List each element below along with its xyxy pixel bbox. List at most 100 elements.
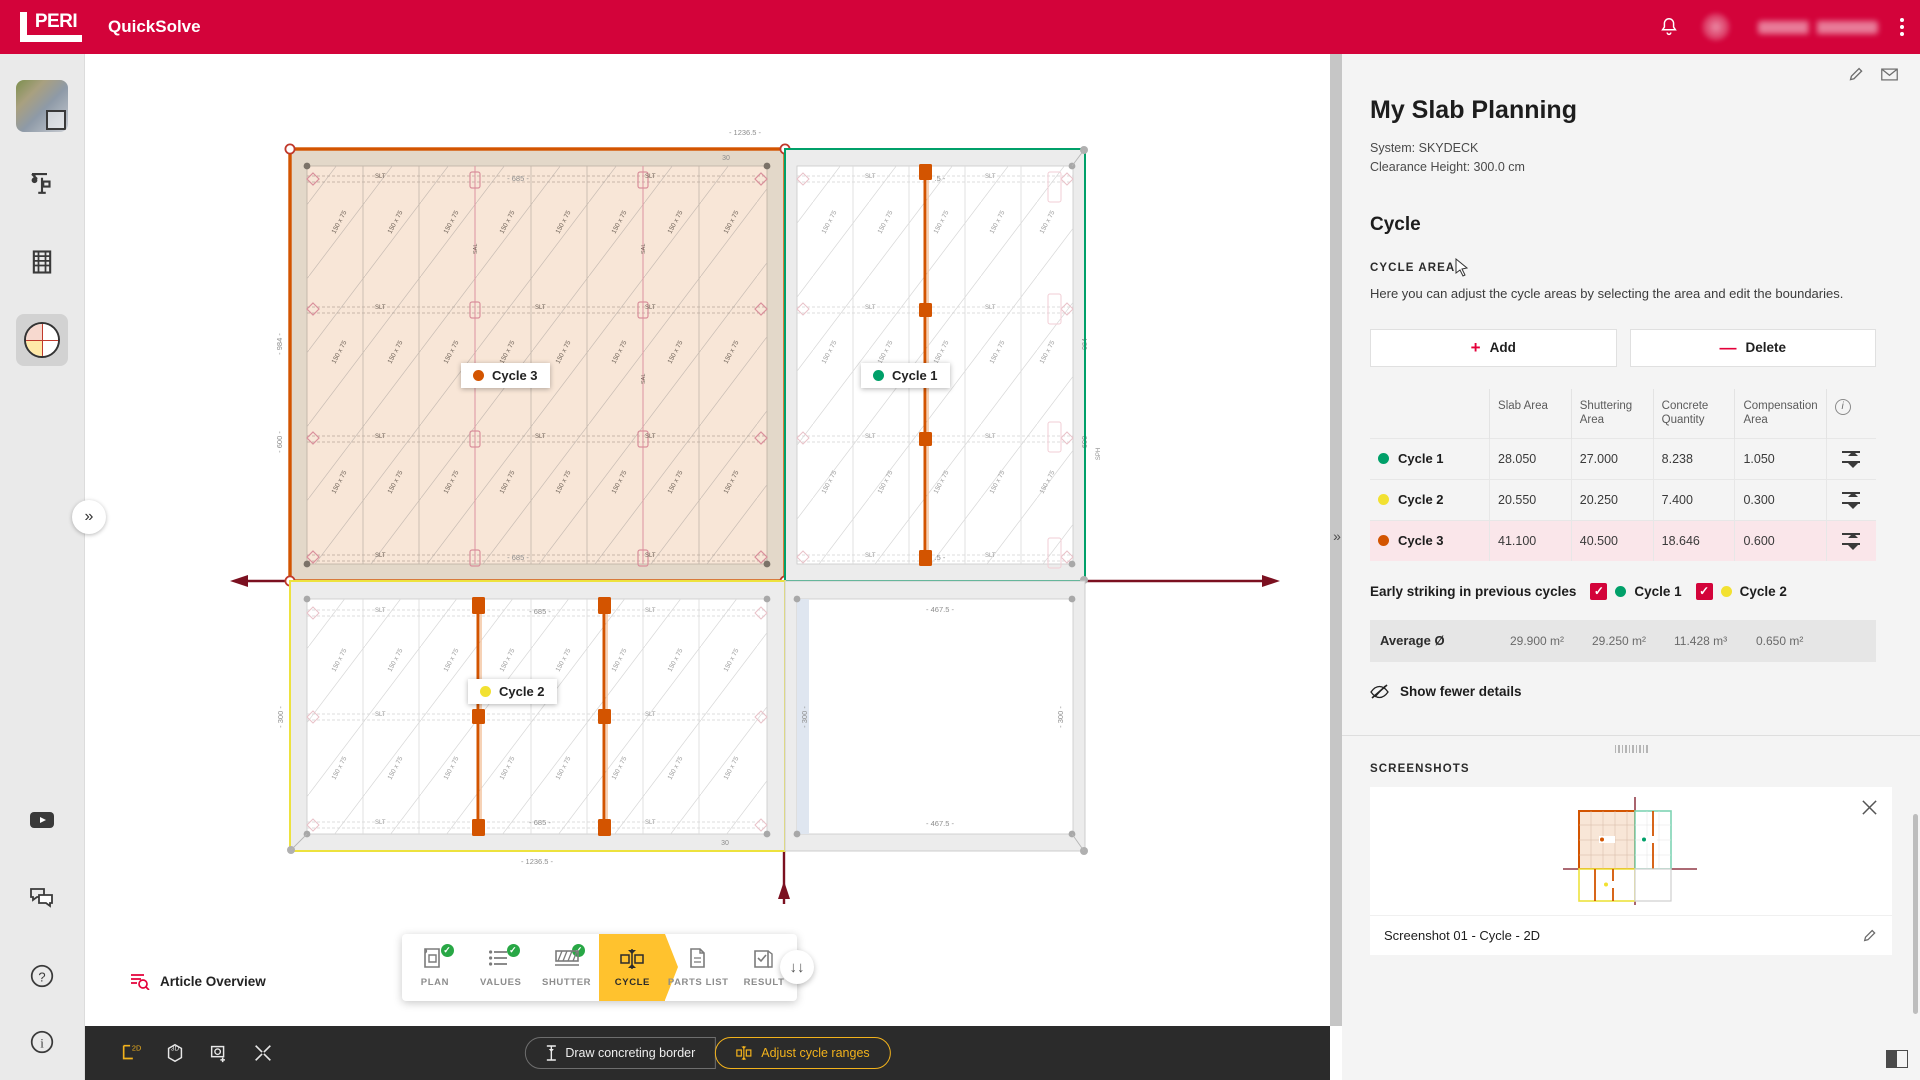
- svg-text:SLT: SLT: [375, 820, 386, 826]
- svg-text:- 300 -: - 300 -: [276, 706, 285, 728]
- cell-reorder[interactable]: [1825, 519, 1876, 561]
- info-icon[interactable]: i: [1834, 398, 1851, 415]
- col-shuttering-area: Shuttering Area: [1570, 388, 1654, 438]
- 2d-view-icon[interactable]: 2D: [120, 1042, 142, 1064]
- pencil-icon[interactable]: [1863, 928, 1878, 943]
- article-overview-button[interactable]: Article Overview: [130, 972, 266, 990]
- minus-icon: —: [1719, 338, 1737, 358]
- panel-collapse-button[interactable]: »: [1325, 524, 1349, 548]
- split-view-icon[interactable]: [1886, 1050, 1908, 1068]
- tab-cycle[interactable]: CYCLE: [599, 934, 679, 1001]
- tab-shutter[interactable]: ✓ SHUTTER: [534, 934, 600, 1001]
- table-row[interactable]: Cycle 3 41.100 40.500 18.646 0.600: [1370, 519, 1876, 561]
- tab-plan[interactable]: ✓ PLAN: [402, 934, 468, 1001]
- slab-plan-drawing[interactable]: 150 x 75 150 x 75 150 x 75 150 x 75 150 …: [85, 54, 1330, 1026]
- fit-screen-icon[interactable]: [252, 1042, 274, 1064]
- checkbox-cycle-1[interactable]: ✓: [1590, 582, 1608, 600]
- screenshots-resize-grip[interactable]: [1342, 736, 1920, 757]
- cell-reorder[interactable]: [1825, 478, 1876, 520]
- average-label: Average Ø: [1380, 633, 1445, 648]
- article-overview-label: Article Overview: [160, 973, 266, 989]
- show-details-toggle[interactable]: Show fewer details: [1370, 684, 1876, 699]
- sidebar-item-project-thumbnail[interactable]: [16, 80, 68, 132]
- sidebar-item-video[interactable]: [16, 794, 68, 846]
- bell-icon[interactable]: [1658, 15, 1680, 39]
- svg-text:i: i: [40, 1035, 44, 1050]
- envelope-icon[interactable]: [1881, 66, 1898, 83]
- tab-values[interactable]: ✓ VALUES: [468, 934, 534, 1001]
- svg-text:SLT: SLT: [375, 553, 386, 559]
- sidebar-item-help[interactable]: ?: [16, 950, 68, 1002]
- adjust-cycle-ranges-button[interactable]: Adjust cycle ranges: [715, 1037, 891, 1069]
- early-striking-option-cycle-1[interactable]: ✓ Cycle 1: [1590, 582, 1682, 600]
- rail-expand-button[interactable]: »: [72, 500, 106, 534]
- panel-header-actions: [1848, 66, 1898, 83]
- canvas-cycle-badge-2[interactable]: Cycle 2: [468, 679, 557, 704]
- canvas-cycle-badge-3[interactable]: Cycle 3: [461, 363, 550, 388]
- add-button[interactable]: + Add: [1370, 328, 1617, 367]
- pencil-icon[interactable]: [1848, 66, 1865, 83]
- close-icon[interactable]: [1861, 799, 1878, 816]
- sidebar-item-formwork[interactable]: [16, 236, 68, 288]
- sidebar-item-crane[interactable]: [16, 158, 68, 210]
- svg-text:SLT: SLT: [865, 553, 876, 559]
- screenshot-card[interactable]: Screenshot 01 - Cycle - 2D: [1370, 786, 1892, 955]
- reorder-handle-icon[interactable]: [1842, 532, 1861, 550]
- draw-concreting-border-button[interactable]: Draw concreting border: [524, 1037, 717, 1069]
- cycle-color-dot: [473, 370, 484, 381]
- average-compensation-area: 0.650 m²: [1756, 633, 1804, 648]
- plan-canvas[interactable]: 150 x 75 150 x 75 150 x 75 150 x 75 150 …: [85, 54, 1330, 1026]
- early-striking-option-cycle-2[interactable]: ✓ Cycle 2: [1695, 582, 1787, 600]
- panel-scrollbar[interactable]: [1913, 814, 1918, 1014]
- screenshot-caption: Screenshot 01 - Cycle - 2D: [1370, 914, 1892, 955]
- sidebar-item-slab-plan[interactable]: [16, 314, 68, 366]
- kebab-menu-icon[interactable]: [1900, 18, 1904, 36]
- mode-label: Adjust cycle ranges: [761, 1046, 870, 1060]
- screenshot-preview-image: [1557, 790, 1705, 911]
- cycle-color-dot: [1378, 453, 1389, 464]
- svg-text:SLT: SLT: [865, 434, 876, 440]
- cycle-actions: + Add — Delete: [1370, 328, 1876, 367]
- question-circle-icon: ?: [30, 964, 54, 988]
- table-row[interactable]: Cycle 1 28.050 27.000 8.238 1.050: [1370, 437, 1876, 479]
- show-details-label: Show fewer details: [1400, 683, 1522, 699]
- tab-label: SHUTTER: [542, 977, 592, 988]
- tab-parts-list[interactable]: PARTS LIST: [665, 934, 731, 1001]
- cycle-color-dot: [873, 370, 884, 381]
- cell-name: Cycle 1: [1370, 437, 1490, 479]
- checkbox-cycle-2[interactable]: ✓: [1695, 582, 1713, 600]
- cycle-badge-label: Cycle 2: [499, 684, 545, 699]
- canvas-cycle-badge-1[interactable]: Cycle 1: [861, 363, 950, 388]
- cell-reorder[interactable]: [1825, 437, 1876, 479]
- system-line: System: SKYDECK: [1370, 141, 1479, 155]
- svg-text:- 300 -: - 300 -: [800, 706, 809, 728]
- 3d-view-icon[interactable]: 3D: [164, 1042, 186, 1064]
- plus-icon: +: [1470, 338, 1481, 358]
- avatar[interactable]: [1702, 13, 1730, 41]
- delete-button[interactable]: — Delete: [1629, 328, 1876, 367]
- average-shuttering-area: 29.250 m²: [1592, 633, 1647, 648]
- clearance-line: Clearance Height: 300.0 cm: [1370, 160, 1525, 175]
- tab-label: CYCLE: [614, 977, 650, 988]
- table-row[interactable]: Cycle 2 20.550 20.250 7.400 0.300: [1370, 478, 1876, 520]
- camera-plus-icon[interactable]: [208, 1042, 230, 1064]
- slab-plan-icon: [24, 322, 60, 358]
- panel-resize-grip[interactable]: [1330, 54, 1342, 1026]
- svg-text:SAL: SAL: [641, 374, 647, 384]
- youtube-play-icon: [30, 812, 54, 828]
- svg-text:SAL: SAL: [473, 244, 479, 254]
- table-header-row: Slab Area Shuttering Area Concrete Quant…: [1370, 388, 1876, 438]
- cell-slab-area: 20.550: [1489, 478, 1572, 520]
- reorder-handle-icon[interactable]: [1842, 491, 1861, 509]
- col-slab-area: Slab Area: [1489, 388, 1572, 438]
- svg-text:2D: 2D: [132, 1043, 141, 1052]
- sidebar-item-info[interactable]: i: [16, 1028, 68, 1080]
- sidebar-item-feedback[interactable]: [16, 872, 68, 924]
- reorder-handle-icon[interactable]: [1842, 450, 1861, 468]
- steps-collapse-button[interactable]: ↓↓: [780, 950, 814, 984]
- cell-concrete-quantity: 8.238: [1652, 437, 1735, 479]
- tab-result[interactable]: RESULT: [731, 934, 797, 1001]
- cycle-color-dot: [1720, 585, 1732, 597]
- peri-logo[interactable]: PERI: [20, 11, 82, 42]
